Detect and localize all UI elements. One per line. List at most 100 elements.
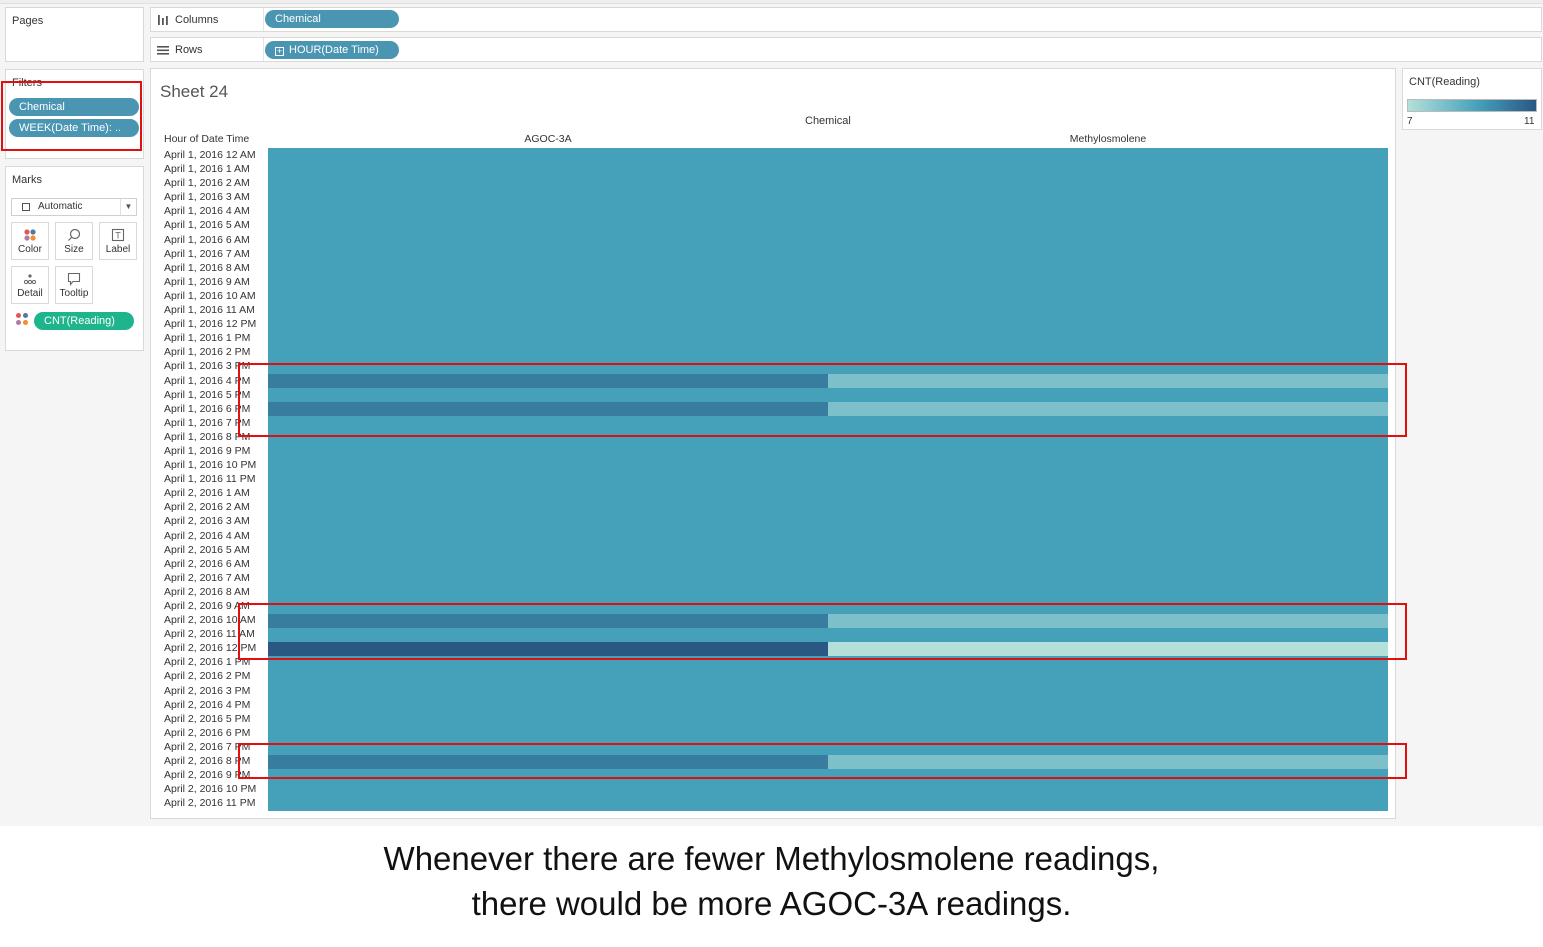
heatmap-cell[interactable]	[828, 528, 1388, 544]
label-button[interactable]: T Label	[99, 222, 137, 260]
heatmap-cell[interactable]	[828, 627, 1388, 643]
heatmap-cell[interactable]	[268, 796, 828, 812]
heatmap-cell[interactable]	[828, 472, 1388, 488]
heatmap-cell[interactable]	[268, 260, 828, 276]
heatmap-cell[interactable]	[828, 458, 1388, 473]
heatmap-cell[interactable]	[828, 204, 1388, 220]
heatmap-cell[interactable]	[268, 542, 828, 558]
heatmap-cell[interactable]	[268, 712, 828, 727]
heatmap-cell[interactable]	[828, 416, 1388, 431]
heatmap-cell[interactable]	[268, 373, 828, 389]
heatmap-cell[interactable]	[828, 359, 1388, 375]
heatmap-cell[interactable]	[268, 458, 828, 473]
heatmap-cell[interactable]	[828, 246, 1388, 262]
filter-pill-week[interactable]: WEEK(Date Time): ..	[9, 119, 139, 137]
columns-pill-chemical[interactable]: Chemical	[265, 10, 399, 28]
heatmap-cell[interactable]	[828, 303, 1388, 318]
heatmap-cell[interactable]	[828, 218, 1388, 234]
heatmap-cell[interactable]	[828, 162, 1388, 177]
heatmap-cell[interactable]	[828, 148, 1388, 163]
heatmap-cell[interactable]	[828, 373, 1388, 389]
heatmap-cell[interactable]	[268, 204, 828, 220]
chevron-down-icon[interactable]: ▼	[120, 199, 136, 215]
heatmap-cell[interactable]	[828, 500, 1388, 516]
heatmap-cell[interactable]	[828, 768, 1388, 784]
heatmap-cell[interactable]	[268, 528, 828, 544]
heatmap-cell[interactable]	[268, 274, 828, 290]
heatmap-cell[interactable]	[268, 669, 828, 685]
heatmap-cell[interactable]	[828, 740, 1388, 756]
heatmap-cell[interactable]	[268, 176, 828, 191]
heatmap-cell[interactable]	[268, 684, 828, 699]
heatmap-cell[interactable]	[268, 613, 828, 629]
heatmap-cell[interactable]	[268, 359, 828, 375]
heatmap-cell[interactable]	[828, 232, 1388, 248]
heatmap-cell[interactable]	[828, 754, 1388, 770]
heatmap-cell[interactable]	[268, 698, 828, 713]
heatmap-cell[interactable]	[828, 698, 1388, 713]
heatmap-cell[interactable]	[828, 557, 1388, 572]
heatmap-cell[interactable]	[828, 176, 1388, 191]
heatmap-cell[interactable]	[828, 260, 1388, 276]
heatmap-cell[interactable]	[268, 754, 828, 770]
color-pill-cnt-reading[interactable]: CNT(Reading)	[34, 312, 134, 330]
heatmap-cell[interactable]	[268, 514, 828, 530]
heatmap-cell[interactable]	[268, 162, 828, 177]
heatmap-cell[interactable]	[268, 148, 828, 163]
heatmap-cell[interactable]	[828, 274, 1388, 290]
detail-button[interactable]: Detail	[11, 266, 49, 304]
heatmap-cell[interactable]	[268, 317, 828, 332]
heatmap-cell[interactable]	[268, 345, 828, 361]
color-button[interactable]: Color	[11, 222, 49, 260]
heatmap-cell[interactable]	[268, 599, 828, 614]
heatmap-cell[interactable]	[828, 444, 1388, 459]
heatmap-cell[interactable]	[268, 289, 828, 304]
heatmap-cell[interactable]	[268, 782, 828, 798]
heatmap-cell[interactable]	[828, 486, 1388, 502]
heatmap-cell[interactable]	[268, 557, 828, 572]
heatmap-cell[interactable]	[268, 416, 828, 431]
heatmap-cell[interactable]	[268, 486, 828, 502]
heatmap-cell[interactable]	[268, 430, 828, 445]
heatmap-cell[interactable]	[828, 599, 1388, 614]
heatmap-cell[interactable]	[828, 712, 1388, 727]
tooltip-button[interactable]: Tooltip	[55, 266, 93, 304]
heatmap-cell[interactable]	[268, 401, 828, 417]
heatmap-cell[interactable]	[268, 246, 828, 262]
heatmap-cell[interactable]	[828, 331, 1388, 346]
heatmap-cell[interactable]	[828, 430, 1388, 445]
heatmap-cell[interactable]	[268, 726, 828, 741]
heatmap-cell[interactable]	[828, 655, 1388, 671]
heatmap-cell[interactable]	[828, 345, 1388, 361]
heatmap-cell[interactable]	[268, 232, 828, 248]
heatmap-cell[interactable]	[268, 218, 828, 234]
heatmap-cell[interactable]	[268, 585, 828, 600]
heatmap-cell[interactable]	[828, 317, 1388, 332]
heatmap-cell[interactable]	[268, 571, 828, 586]
heatmap-cell[interactable]	[268, 387, 828, 403]
heatmap-cell[interactable]	[268, 500, 828, 516]
heatmap-cell[interactable]	[828, 641, 1388, 657]
heatmap-cell[interactable]	[268, 303, 828, 318]
heatmap-cell[interactable]	[268, 655, 828, 671]
heatmap-cell[interactable]	[828, 289, 1388, 304]
heatmap-cell[interactable]	[268, 740, 828, 756]
heatmap-cell[interactable]	[828, 726, 1388, 741]
mark-type-dropdown[interactable]: Automatic ▼	[11, 198, 137, 216]
filter-pill-chemical[interactable]: Chemical	[9, 98, 139, 116]
size-button[interactable]: Size	[55, 222, 93, 260]
heatmap-cell[interactable]	[828, 796, 1388, 812]
heatmap-cell[interactable]	[268, 641, 828, 657]
heatmap-cell[interactable]	[268, 190, 828, 205]
heatmap-cell[interactable]	[828, 585, 1388, 600]
rows-pill-hour[interactable]: + HOUR(Date Time)	[265, 41, 399, 59]
heatmap-cell[interactable]	[828, 514, 1388, 530]
heatmap-cell[interactable]	[268, 331, 828, 346]
heatmap-cell[interactable]	[268, 444, 828, 459]
heatmap-cell[interactable]	[828, 387, 1388, 403]
heatmap-cell[interactable]	[828, 684, 1388, 699]
heatmap-cell[interactable]	[828, 401, 1388, 417]
expand-plus-icon[interactable]: +	[275, 46, 284, 56]
heatmap-cell[interactable]	[828, 542, 1388, 558]
heatmap-cell[interactable]	[268, 768, 828, 784]
